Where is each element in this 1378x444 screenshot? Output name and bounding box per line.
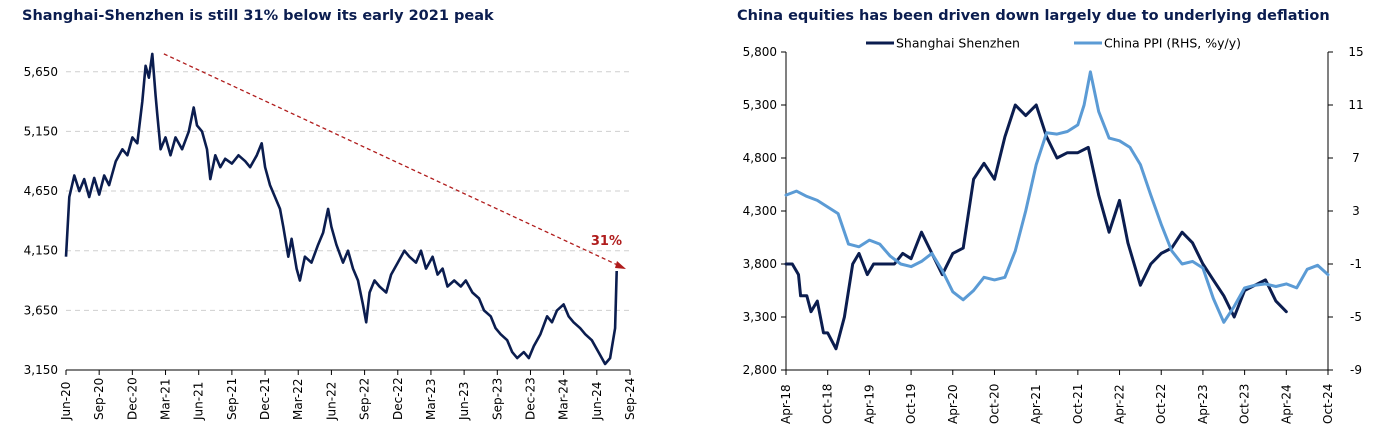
x-tick-label: Jun-21 [192,382,206,421]
x-tick-label: Apr-23 [1196,384,1210,424]
x-tick-label: Oct-18 [821,384,835,424]
x-tick-label: Oct-21 [1071,384,1085,424]
x-tick-label: Mar-23 [424,379,438,420]
x-tick-label: Sep-23 [490,378,504,420]
x-tick-label: Apr-20 [946,384,960,424]
x-tick-label: Mar-24 [557,379,571,420]
series-line-shanghai-shenzhen [64,52,618,366]
trend-arrowhead [615,260,626,269]
series-line-china-ppi-rhs-y-y [784,70,1330,324]
x-tick-label: Mar-22 [291,379,305,420]
x-tick-label: Apr-22 [1113,384,1127,424]
x-tick-label: Oct-23 [1238,384,1252,424]
y-right-tick-label: -1 [1350,257,1362,271]
x-tick-label: Apr-19 [862,384,876,424]
y-left-tick-label: 5,800 [743,45,777,59]
y-tick-label: 4,150 [24,244,58,258]
y-right-tick-label: -5 [1350,310,1362,324]
legend-label: Shanghai Shenzhen [896,36,1020,51]
x-tick-label: Dec-21 [258,377,272,420]
left-chart: 3,150 3,650 4,150 4,650 5,150 5,650 Jun-20 Sep-… [24,52,637,421]
left-chart-panel: Shanghai-Shenzhen is still 31% below its… [0,0,660,444]
trend-line [163,53,625,269]
y-left-tick-label: 4,800 [743,151,777,165]
left-chart-title: Shanghai-Shenzhen is still 31% below its… [22,8,494,24]
annotation-31pct: 31% [591,234,622,249]
x-tick-label: Dec-20 [125,377,139,420]
y-right-tick-label: 3 [1352,204,1360,218]
x-tick-label: Apr-24 [1279,384,1293,424]
x-tick-label: Mar-21 [159,379,173,420]
y-tick-label: 3,150 [24,363,58,377]
x-tick-label: Sep-21 [225,378,239,420]
y-left-tick-label: 3,300 [743,310,777,324]
x-tick-label: Sep-24 [623,378,637,420]
y-right-tick-label: 15 [1348,45,1363,59]
x-tick-label: Dec-22 [391,377,405,420]
y-tick-label: 4,650 [24,184,58,198]
x-tick-label: Oct-20 [987,384,1001,424]
y-left-tick-label: 5,300 [743,98,777,112]
series-line-shanghai-shenzhen [784,103,1288,351]
x-tick-label: Apr-18 [779,384,793,424]
x-tick-label: Oct-24 [1321,384,1335,424]
x-tick-label: Jun-24 [590,382,604,421]
x-tick-label: Oct-22 [1154,384,1168,424]
right-chart-title: China equities has been driven down larg… [737,8,1330,24]
legend-label: China PPI (RHS, %y/y) [1104,36,1241,51]
y-tick-label: 5,150 [24,124,58,138]
x-tick-label: Jun-22 [324,382,338,421]
y-right-tick-label: -9 [1350,363,1362,377]
right-chart-panel: China equities has been driven down larg… [680,0,1378,444]
x-tick-label: Jun-20 [59,382,73,421]
x-tick-label: Oct-19 [904,384,918,424]
right-chart: 2,800 3,300 3,800 4,300 4,800 5,300 5,800 -9 -5 -… [743,36,1364,425]
y-tick-label: 5,650 [24,65,58,79]
y-tick-label: 3,650 [24,303,58,317]
y-right-tick-label: 7 [1352,151,1360,165]
x-tick-label: Jun-23 [457,382,471,421]
y-left-tick-label: 3,800 [743,257,777,271]
y-left-tick-label: 2,800 [743,363,777,377]
y-left-tick-label: 4,300 [743,204,777,218]
x-tick-label: Apr-21 [1029,384,1043,424]
x-tick-label: Sep-20 [92,378,106,420]
x-tick-label: Dec-23 [523,377,537,420]
x-tick-label: Sep-22 [358,378,372,420]
y-right-tick-label: 11 [1348,98,1363,112]
